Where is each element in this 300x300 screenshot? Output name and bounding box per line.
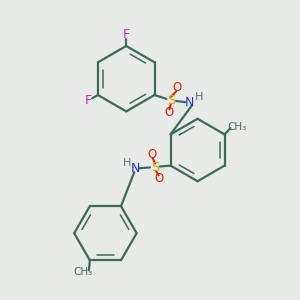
Text: H: H	[123, 158, 131, 168]
Text: O: O	[165, 106, 174, 119]
Text: F: F	[85, 94, 92, 107]
Text: S: S	[167, 94, 175, 107]
Text: N: N	[184, 96, 194, 109]
Text: CH₃: CH₃	[74, 267, 93, 277]
Text: N: N	[131, 162, 140, 175]
Text: CH₃: CH₃	[227, 122, 247, 132]
Text: H: H	[195, 92, 203, 102]
Text: F: F	[123, 28, 130, 41]
Text: O: O	[148, 148, 157, 161]
Text: S: S	[151, 160, 159, 174]
Text: O: O	[154, 172, 163, 185]
Text: O: O	[173, 81, 182, 94]
